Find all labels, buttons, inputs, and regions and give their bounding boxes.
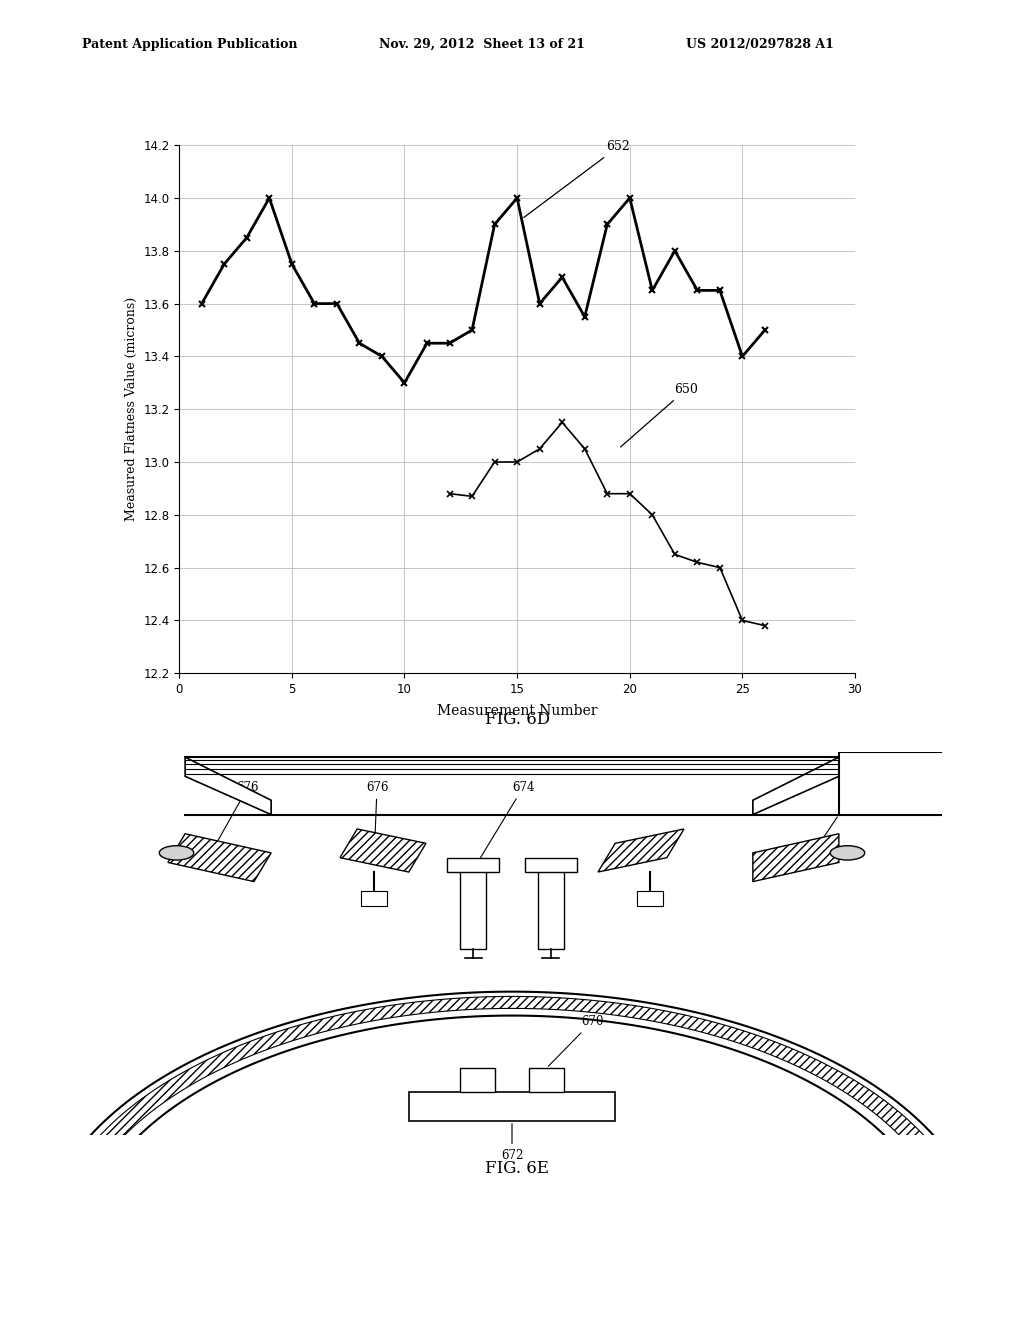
Text: 672: 672: [501, 1123, 523, 1162]
Text: 670: 670: [549, 1015, 603, 1067]
Bar: [361, 891, 387, 906]
Polygon shape: [46, 991, 978, 1213]
Text: 650: 650: [621, 383, 698, 447]
Polygon shape: [753, 758, 839, 814]
Text: 652: 652: [524, 140, 631, 218]
Ellipse shape: [160, 846, 194, 861]
Text: FIG. 6D: FIG. 6D: [484, 711, 550, 727]
Bar: [637, 891, 663, 906]
Bar: [839, 752, 959, 814]
Polygon shape: [168, 834, 271, 882]
Text: 678: 678: [805, 817, 838, 855]
Text: 674: 674: [479, 780, 535, 861]
Polygon shape: [57, 997, 967, 1204]
Y-axis label: Measured Flatness Value (microns): Measured Flatness Value (microns): [125, 297, 137, 521]
Text: 676: 676: [212, 780, 259, 850]
Bar: [461, 862, 486, 949]
X-axis label: Measurement Number: Measurement Number: [437, 705, 597, 718]
Bar: [525, 858, 577, 873]
Polygon shape: [340, 829, 426, 873]
Polygon shape: [598, 829, 684, 873]
Bar: [538, 862, 563, 949]
Polygon shape: [753, 834, 839, 882]
Bar: [409, 1092, 615, 1121]
Text: Patent Application Publication: Patent Application Publication: [82, 37, 297, 50]
Bar: [461, 1068, 495, 1092]
Bar: [447, 858, 499, 873]
Ellipse shape: [830, 846, 864, 861]
Text: US 2012/0297828 A1: US 2012/0297828 A1: [686, 37, 834, 50]
Text: Nov. 29, 2012  Sheet 13 of 21: Nov. 29, 2012 Sheet 13 of 21: [379, 37, 585, 50]
Text: FIG. 6E: FIG. 6E: [485, 1160, 549, 1176]
Polygon shape: [185, 758, 271, 814]
Text: 676: 676: [366, 780, 388, 850]
Bar: [529, 1068, 563, 1092]
